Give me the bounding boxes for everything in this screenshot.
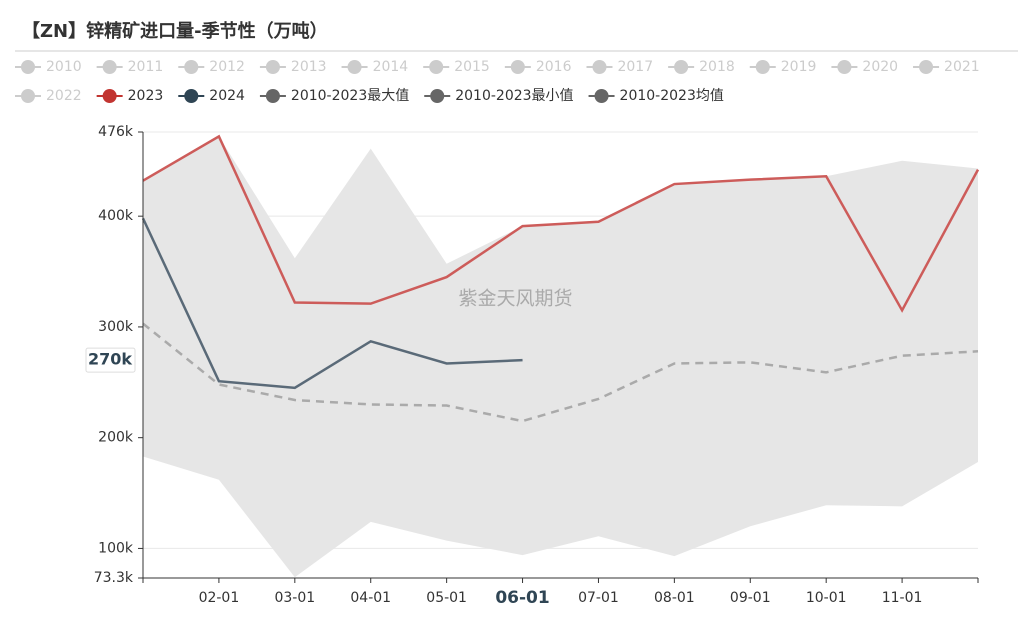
legend-item: 2016	[504, 59, 572, 75]
legend-label: 2019	[781, 59, 817, 75]
legend-item: 2020	[831, 59, 898, 75]
pointer-box	[85, 347, 136, 373]
legend-label: 2023	[128, 88, 164, 104]
y-tick-label: 400k	[98, 208, 134, 224]
legend-marker	[429, 60, 444, 74]
legend-item: 2011	[96, 59, 164, 75]
x-tick-label: 10-01	[806, 590, 847, 606]
legend-item: 2010	[15, 59, 82, 75]
legend-label: 2012	[209, 59, 245, 75]
legend-label: 2015	[454, 59, 490, 75]
legend-item: 2014	[341, 59, 409, 75]
legend-marker	[592, 60, 607, 74]
legend-item: 2012	[178, 59, 245, 75]
legend-label: 2024	[209, 88, 245, 104]
chart-title: 【ZN】锌精矿进口量-季节性（万吨）	[22, 20, 328, 42]
legend-label: 2011	[128, 59, 164, 75]
series-line	[142, 322, 979, 423]
legend-marker	[21, 60, 35, 74]
legend-item: 2017	[586, 59, 653, 75]
x-tick-label: 09-01	[730, 590, 771, 606]
x-tick-label: 04-01	[350, 590, 391, 606]
y-tick-label: 476k	[98, 124, 134, 140]
range-band	[143, 136, 978, 578]
x-tick-label: 02-01	[199, 590, 240, 606]
legend-marker	[102, 60, 117, 74]
y-tick-label: 100k	[98, 540, 134, 556]
legend-marker	[21, 89, 35, 103]
series-line	[142, 134, 980, 313]
y-tick-label: 200k	[98, 430, 134, 446]
x-tick-label: 03-01	[274, 590, 315, 606]
legend-item: 2021	[913, 59, 980, 75]
legend-item: 2015	[423, 59, 490, 75]
legend-label: 2020	[862, 59, 898, 75]
legend-label: 2016	[536, 59, 572, 75]
legend-marker	[755, 60, 770, 74]
legend-item: 2022	[15, 88, 82, 104]
legend-item: 2024	[178, 88, 245, 104]
legend-item: 2013	[259, 59, 327, 75]
legend-marker	[594, 89, 609, 103]
legend-marker	[674, 60, 689, 74]
x-tick-label: 07-01	[578, 590, 619, 606]
legend-marker	[184, 60, 199, 74]
y-tick-label: 300k	[98, 319, 134, 335]
x-tick-label: 11-01	[882, 590, 923, 606]
legend-item: 2010-2023均值	[588, 88, 724, 104]
legend-marker	[102, 89, 117, 103]
pointer-label: 270k	[88, 350, 132, 369]
x-tick-label: 08-01	[654, 590, 695, 606]
x-tick-label: 06-01	[495, 588, 549, 608]
legend-label: 2010-2023均值	[620, 88, 724, 104]
legend-label: 2017	[617, 59, 653, 75]
legend-label: 2013	[291, 59, 327, 75]
legend-label: 2010-2023最小值	[455, 88, 573, 104]
legend-label: 2021	[944, 59, 980, 75]
legend-marker	[265, 60, 280, 74]
y-tick-label: 73.3k	[94, 570, 134, 586]
x-tick-label: 05-01	[426, 590, 467, 606]
legend-marker	[510, 60, 525, 74]
legend-label: 2014	[373, 59, 409, 75]
legend-label: 2022	[46, 88, 82, 104]
legend-marker	[347, 60, 362, 74]
legend-marker	[184, 89, 199, 103]
legend-label: 2010	[46, 59, 82, 75]
legend-marker	[265, 89, 280, 103]
legend-item: 2010-2023最大值	[259, 88, 409, 104]
legend-item: 2018	[668, 59, 735, 75]
series-line	[141, 217, 523, 390]
legend-marker	[919, 60, 934, 74]
legend-item: 2019	[749, 59, 817, 75]
legend-label: 2018	[699, 59, 735, 75]
legend-item: 2023	[96, 88, 164, 104]
legend-item: 2010-2023最小值	[424, 88, 574, 104]
legend-marker	[430, 89, 445, 103]
legend-label: 2010-2023最大值	[291, 88, 409, 104]
watermark: 紫金天风期货	[458, 288, 572, 310]
legend-marker	[837, 60, 852, 74]
